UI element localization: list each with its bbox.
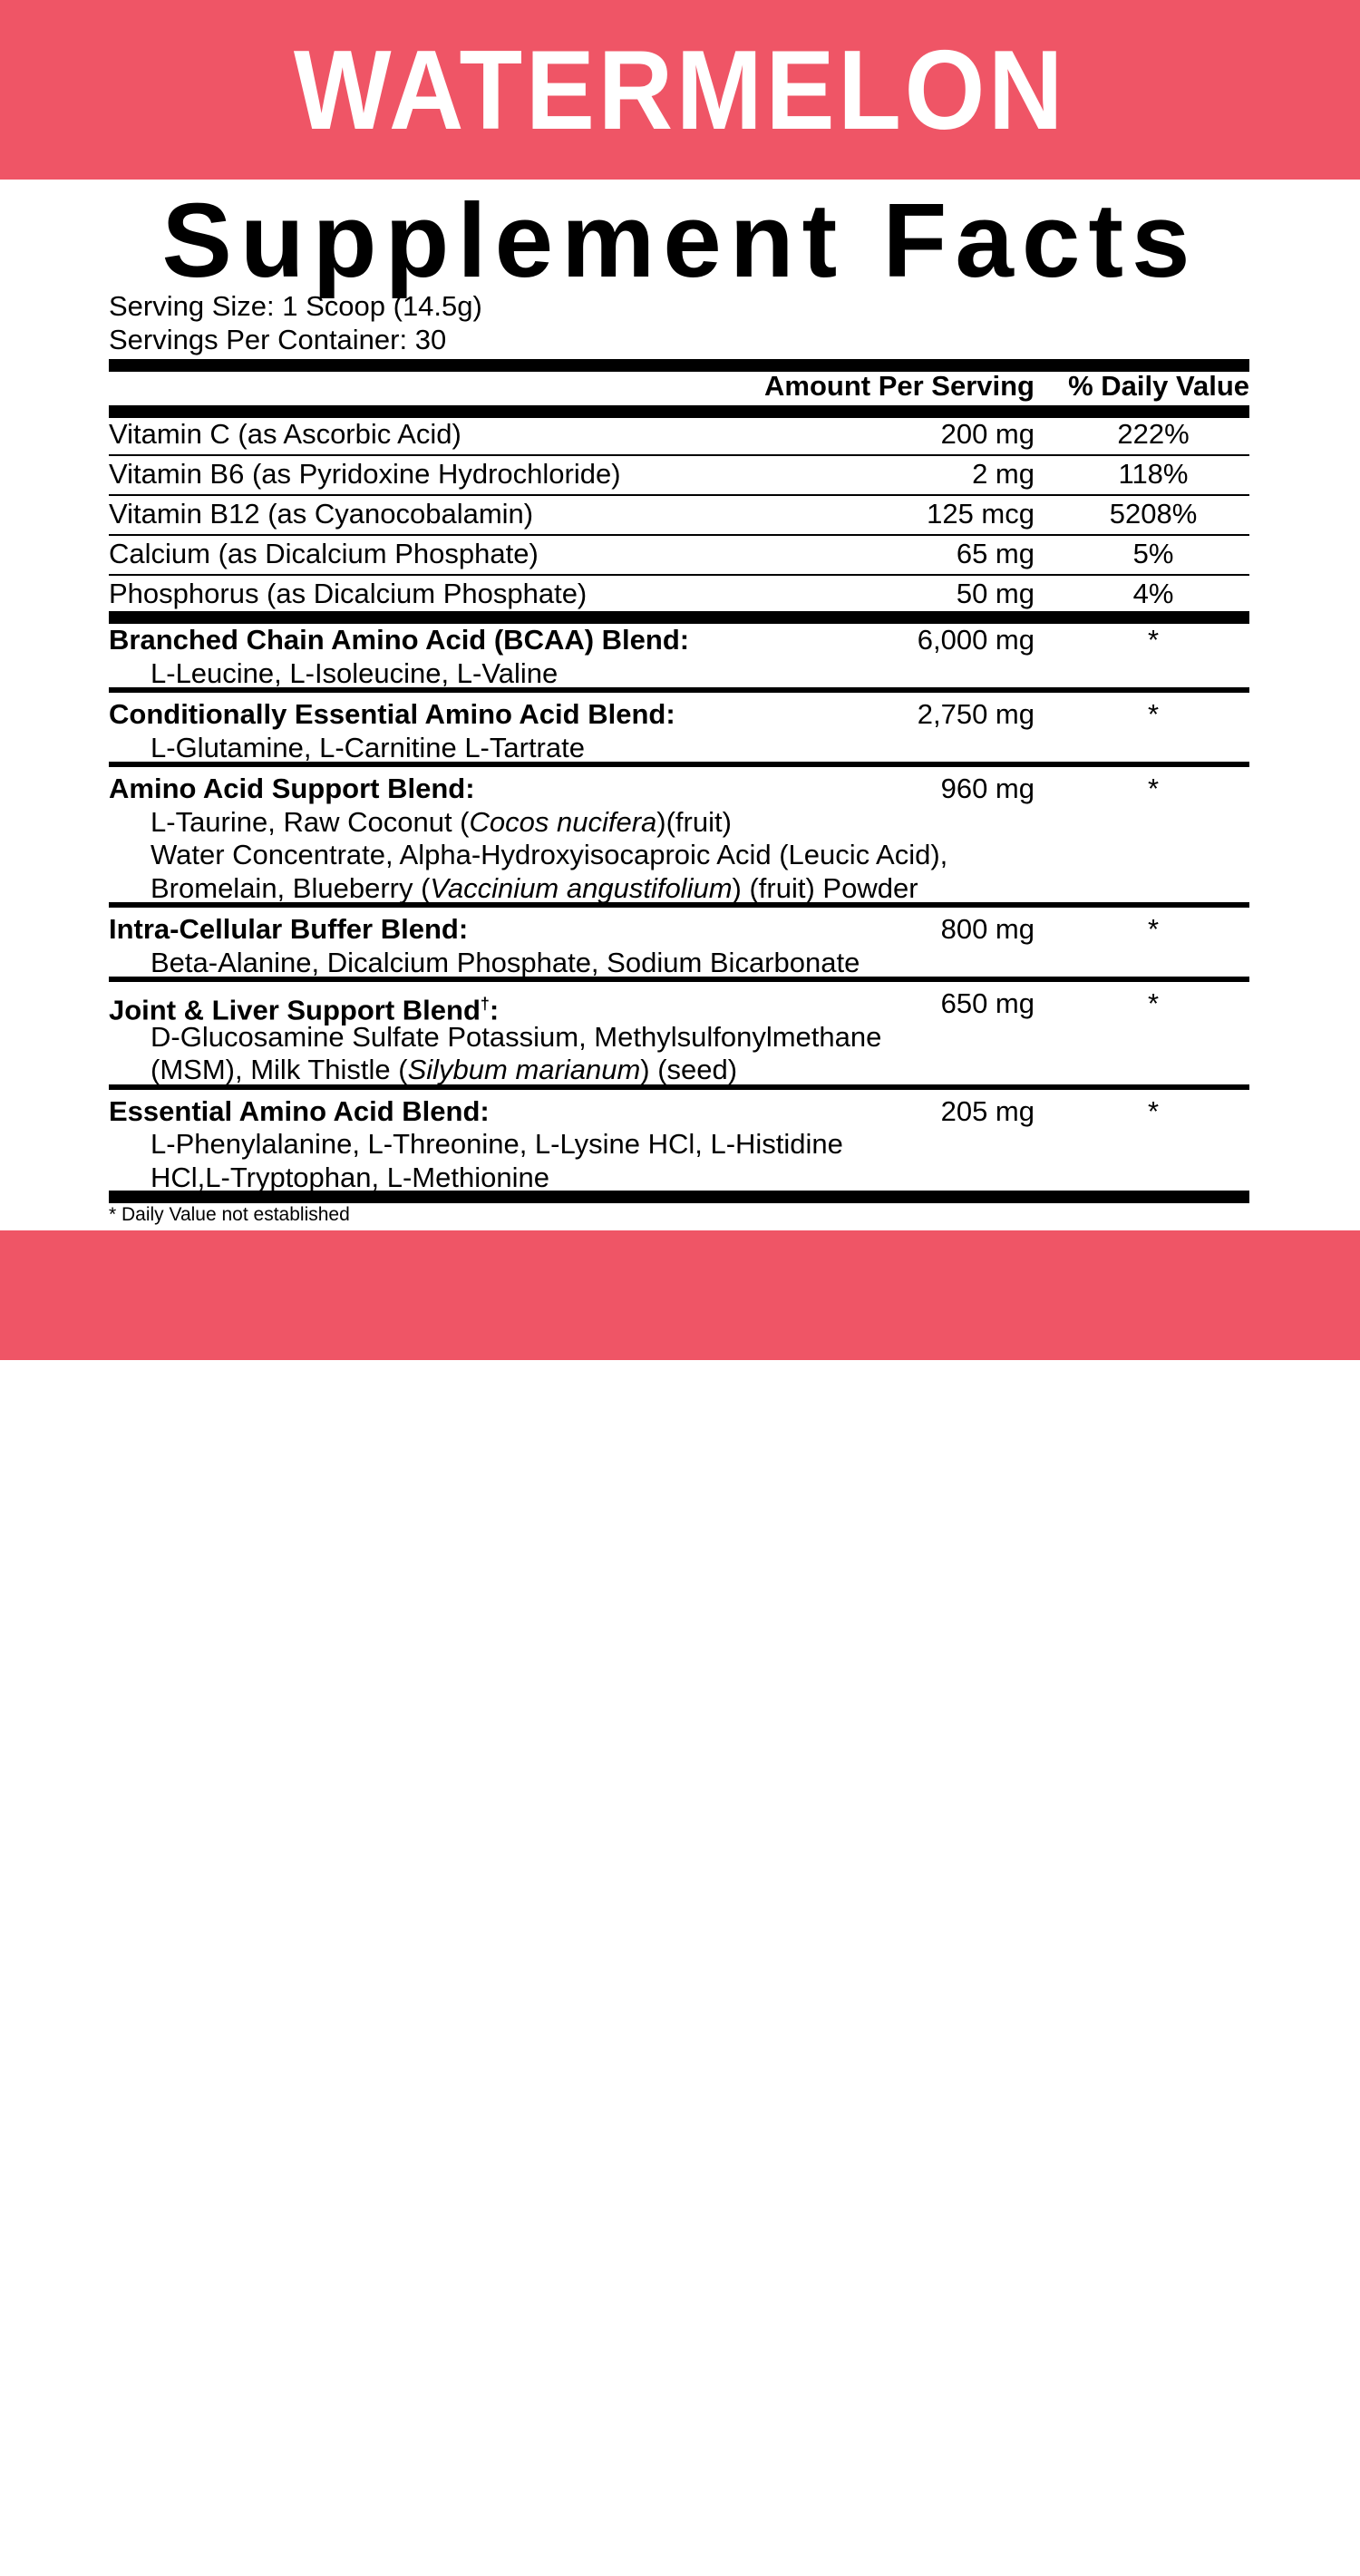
servings-per-container: Servings Per Container: 30: [109, 324, 447, 355]
divider-thin: [109, 494, 1249, 496]
column-header-amount: Amount Per Serving: [764, 370, 1035, 402]
ingredient-text: Bromelain, Blueberry (: [151, 871, 431, 904]
divider-medium: [109, 762, 1249, 767]
blend-name: Joint & Liver Support Blend†:: [109, 987, 499, 1026]
botanical-name: Vaccinium angustifolium: [430, 871, 733, 904]
nutrient-amount: 125 mcg: [927, 498, 1035, 530]
blend-ingredients: (MSM), Milk Thistle (Silybum marianum) (…: [151, 1054, 737, 1086]
blend-ingredients: Bromelain, Blueberry (Vaccinium angustif…: [151, 872, 918, 905]
blend-name: Amino Acid Support Blend:: [109, 773, 475, 804]
ingredient-text: L-Glutamine, L-Carnitine L-Tartrate: [151, 731, 585, 763]
botanical-name: Silybum marianum: [407, 1054, 641, 1085]
divider-medium: [109, 687, 1249, 693]
nutrient-amount: 2 mg: [972, 458, 1035, 490]
ingredient-text: Beta-Alanine, Dicalcium Phosphate, Sodiu…: [151, 946, 860, 978]
blend-amount: 800 mg: [940, 913, 1035, 945]
blend-amount: 650 mg: [940, 987, 1035, 1019]
footnote: * Daily Value not established: [109, 1204, 350, 1225]
ingredient-text: ) (fruit) Powder: [732, 871, 918, 904]
nutrient-dv: 5%: [1132, 538, 1174, 569]
ingredient-text: L-Taurine, Raw Coconut (: [151, 805, 470, 838]
ingredient-text: HCl,L-Tryptophan, L-Methionine: [151, 1161, 549, 1193]
blend-name: Conditionally Essential Amino Acid Blend…: [109, 698, 675, 730]
divider-medium: [109, 902, 1249, 908]
blend-name-colon: :: [489, 994, 500, 1026]
blend-amount: 205 mg: [940, 1094, 1035, 1127]
blend-dv: *: [1147, 987, 1160, 1019]
nutrient-amount: 200 mg: [940, 418, 1035, 450]
divider-thick: [109, 405, 1249, 418]
blend-amount: 6,000 mg: [917, 624, 1035, 656]
nutrient-dv: 118%: [1118, 458, 1189, 490]
blend-dv: *: [1147, 1094, 1160, 1127]
ingredient-text: Water Concentrate, Alpha-Hydroxyisocapro…: [151, 839, 948, 870]
botanical-name: Cocos nucifera: [469, 805, 657, 838]
blend-ingredients: L-Phenylalanine, L-Threonine, L-Lysine H…: [151, 1128, 843, 1161]
divider-medium: [109, 1084, 1249, 1090]
nutrient-amount: 50 mg: [956, 578, 1035, 609]
blend-ingredients: HCl,L-Tryptophan, L-Methionine: [151, 1162, 549, 1194]
divider-thin: [109, 534, 1249, 536]
ingredients-band: Other Ingredients: Citric Acid, Glucose …: [0, 1230, 1360, 2574]
nutrient-name: Vitamin C (as Ascorbic Acid): [109, 418, 461, 450]
other-ingredients: Other Ingredients: Citric Acid, Glucose …: [110, 2476, 1288, 2576]
blend-ingredients: D-Glucosamine Sulfate Potassium, Methyls…: [151, 1021, 881, 1054]
ingredient-text: )(fruit): [656, 805, 732, 838]
contains-label: Contains:: [110, 2542, 239, 2574]
flavor-banner: WATERMELON: [0, 0, 1360, 180]
nutrient-dv: 222%: [1117, 418, 1190, 450]
page-title: Supplement Facts: [161, 181, 1199, 299]
flavor-name: WATERMELON: [293, 28, 1067, 153]
nutrient-name: Vitamin B12 (as Cyanocobalamin): [109, 498, 534, 530]
ingredient-text: L-Phenylalanine, L-Threonine, L-Lysine H…: [151, 1128, 843, 1160]
ingredient-text: (MSM), Milk Thistle (: [151, 1054, 408, 1085]
ingredient-text: L-Leucine, L-Isoleucine, L-Valine: [151, 656, 559, 689]
blend-dv: *: [1147, 624, 1160, 656]
nutrient-name: Phosphorus (as Dicalcium Phosphate): [109, 578, 588, 609]
blend-ingredients: Beta-Alanine, Dicalcium Phosphate, Sodiu…: [151, 947, 860, 979]
blend-ingredients: Water Concentrate, Alpha-Hydroxyisocapro…: [151, 839, 947, 871]
divider-thick: [109, 611, 1249, 624]
blend-amount: 2,750 mg: [917, 698, 1035, 730]
divider-medium: [109, 977, 1249, 982]
column-header-dv: % Daily Value: [1068, 370, 1249, 402]
dagger-mark: †: [480, 995, 490, 1013]
blend-name-text: Joint & Liver Support Blend: [109, 994, 481, 1026]
divider-thick: [109, 1191, 1249, 1203]
contains-text: Tree Nuts (Coconut): [254, 2542, 509, 2574]
blend-ingredients: L-Glutamine, L-Carnitine L-Tartrate: [151, 732, 585, 764]
nutrient-name: Calcium (as Dicalcium Phosphate): [109, 538, 539, 569]
nutrient-dv: 4%: [1132, 578, 1174, 609]
blend-amount: 960 mg: [940, 773, 1035, 804]
blend-name: Essential Amino Acid Blend:: [109, 1094, 490, 1127]
blend-name: Intra-Cellular Buffer Blend:: [109, 913, 469, 945]
ingredient-text: ) (seed): [640, 1054, 738, 1085]
divider-thick: [109, 359, 1249, 372]
nutrient-dv: 5208%: [1109, 498, 1198, 530]
blend-dv: *: [1147, 698, 1160, 730]
divider-thin: [109, 454, 1249, 456]
divider-thin: [109, 574, 1249, 576]
serving-size: Serving Size: 1 Scoop (14.5g): [109, 290, 482, 322]
blend-dv: *: [1147, 773, 1160, 804]
blend-dv: *: [1147, 913, 1160, 945]
blend-ingredients: L-Leucine, L-Isoleucine, L-Valine: [151, 657, 558, 690]
blend-ingredients: L-Taurine, Raw Coconut (Cocos nucifera)(…: [151, 806, 732, 839]
ingredient-text: D-Glucosamine Sulfate Potassium, Methyls…: [151, 1020, 882, 1053]
blend-name: Branched Chain Amino Acid (BCAA) Blend:: [109, 624, 690, 656]
other-ingredients-label: Other Ingredients:: [110, 2476, 354, 2508]
nutrient-amount: 65 mg: [956, 538, 1035, 569]
nutrient-name: Vitamin B6 (as Pyridoxine Hydrochloride): [109, 458, 621, 490]
